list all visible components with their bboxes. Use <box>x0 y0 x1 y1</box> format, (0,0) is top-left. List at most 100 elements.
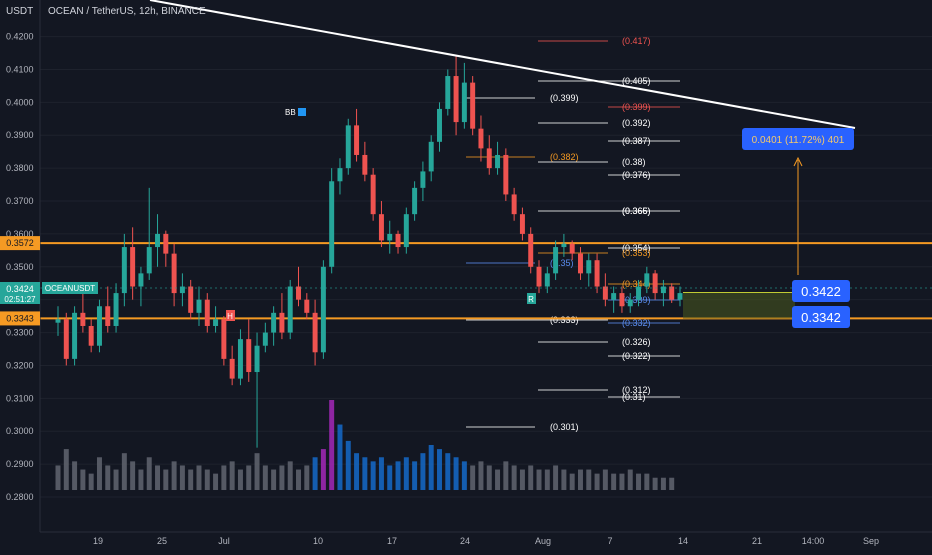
volume-bar <box>486 465 492 490</box>
candle-body <box>171 253 177 294</box>
candle-body <box>412 187 418 215</box>
volume-bar <box>204 469 210 490</box>
volume-bar <box>354 453 360 490</box>
candle-body <box>461 82 467 123</box>
fib-label: (0.339) <box>622 295 651 305</box>
marker-r: R <box>528 295 534 304</box>
price-tag-value: 0.3424 <box>6 284 34 294</box>
y-tick-label: 0.2800 <box>6 492 34 502</box>
candle-body <box>503 154 509 195</box>
candle-body <box>213 319 219 326</box>
candle-body <box>179 286 185 294</box>
volume-bar <box>312 457 318 490</box>
trendline <box>149 0 856 129</box>
fib-label: (0.387) <box>622 136 651 146</box>
volume-bar <box>445 453 451 490</box>
fib-label: (0.322) <box>622 351 651 361</box>
target-zone <box>683 292 795 319</box>
volume-bar <box>644 473 650 490</box>
fib-label: (0.376) <box>622 170 651 180</box>
candle-body <box>660 286 666 294</box>
volume-bar <box>221 465 227 490</box>
volume-bar <box>196 465 202 490</box>
y-tick-label: 0.4200 <box>6 32 34 42</box>
candle-body <box>511 194 517 215</box>
level-tag <box>0 236 40 251</box>
y-tick-label: 0.3700 <box>6 196 34 206</box>
marker-h: H <box>227 312 233 321</box>
candle-body <box>387 233 393 241</box>
candle-body <box>636 286 642 300</box>
volume-bar <box>146 457 152 490</box>
volume-bar <box>113 469 119 490</box>
y-tick-label: 0.3600 <box>6 229 34 239</box>
volume-bar <box>262 465 268 490</box>
volume-bar <box>304 465 310 490</box>
volume-bar <box>577 469 583 490</box>
volume-bar <box>279 465 285 490</box>
overlays: 0.0401 (11.72%) 401 0.3422 0.3342 BB R H <box>40 0 932 328</box>
candle-body <box>204 299 210 326</box>
candle-body <box>378 214 384 241</box>
y-tick-label: 0.4100 <box>6 64 34 74</box>
volume-bar <box>478 461 484 490</box>
volume-bar <box>296 469 301 490</box>
candle-body <box>105 306 111 326</box>
candle-body <box>437 108 442 142</box>
volume-bar <box>403 457 409 490</box>
candle-body <box>337 168 343 182</box>
fib-label: (0.31) <box>622 392 646 402</box>
volume-bar <box>329 400 335 490</box>
target-tag-label: 0.3342 <box>801 310 841 325</box>
fib-label: (0.332) <box>622 318 651 328</box>
grid <box>40 36 932 498</box>
candle-body <box>146 247 152 274</box>
candle-body <box>611 293 617 300</box>
volume-bar <box>246 465 252 490</box>
volume-bar <box>271 469 277 490</box>
x-tick-label: 24 <box>460 536 470 546</box>
candle-body <box>155 233 161 248</box>
candle-body <box>287 286 293 333</box>
candle-body <box>677 293 683 300</box>
y-tick-label: 0.3500 <box>6 262 34 272</box>
candle-body <box>370 174 376 215</box>
volume-bar <box>536 469 542 490</box>
candle-body <box>569 243 575 254</box>
fib-label: (0.366) <box>622 206 651 216</box>
fib-label: (0.405) <box>622 76 651 86</box>
candle-body <box>627 299 633 307</box>
volume-bar <box>121 453 127 490</box>
volume-bar <box>611 473 617 490</box>
x-tick-label: 25 <box>157 536 167 546</box>
x-tick-label: 10 <box>313 536 323 546</box>
volume-bar <box>412 461 418 490</box>
candle-body <box>602 286 608 300</box>
y-tick-label: 0.2900 <box>6 459 34 469</box>
volume-bar <box>461 461 467 490</box>
y-tick-label: 0.3300 <box>6 328 34 338</box>
candle-body <box>229 358 235 379</box>
x-tick-label: 14:00 <box>802 536 825 546</box>
candle-body <box>55 319 61 323</box>
volume-bar <box>586 469 592 490</box>
volume-bar <box>503 461 509 490</box>
volume-bar <box>544 469 550 490</box>
currency-label: USDT <box>6 6 34 17</box>
volume-bar <box>395 461 401 490</box>
candle-body <box>577 253 583 274</box>
y-tick-label: 0.3100 <box>6 393 34 403</box>
candle-body <box>644 273 650 287</box>
volume-bar <box>528 465 534 490</box>
candle-body <box>354 125 360 155</box>
symbol-tag <box>42 282 98 294</box>
candles <box>55 56 683 448</box>
fib-label: (0.326) <box>622 337 651 347</box>
candle-body <box>63 319 69 359</box>
candle-body <box>652 273 658 294</box>
fib-label: (0.312) <box>622 385 651 395</box>
marker-bb: BB <box>285 108 296 117</box>
